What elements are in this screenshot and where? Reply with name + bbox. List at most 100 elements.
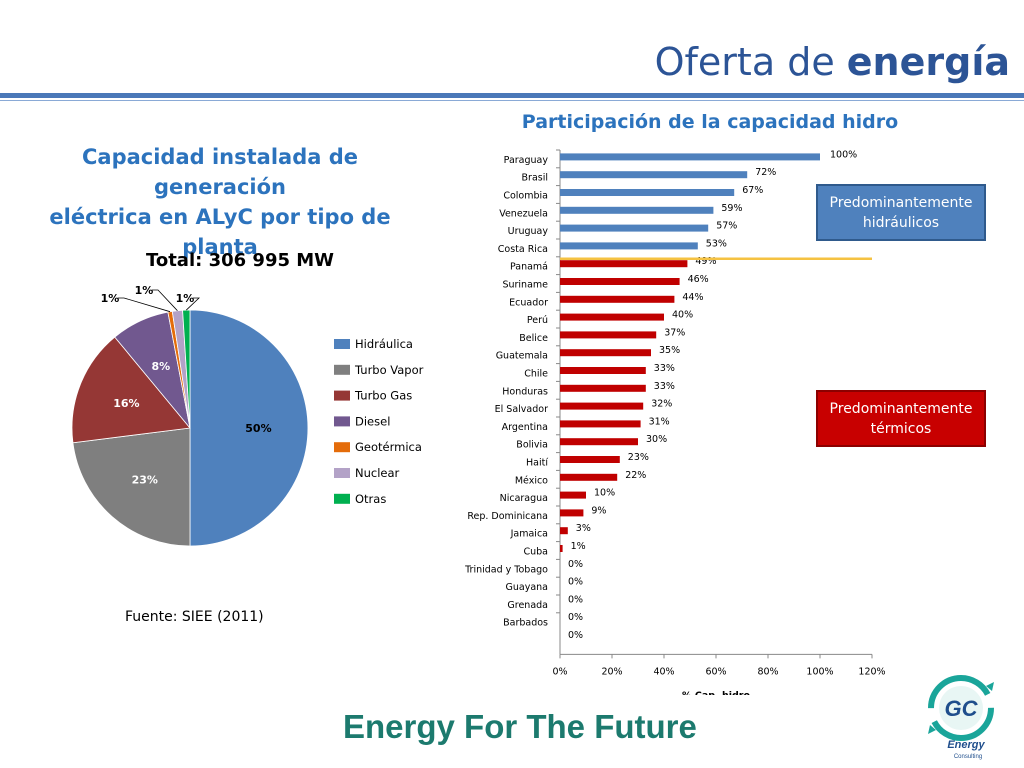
legend-label-1: Hidráulica	[355, 337, 413, 351]
bar-19	[560, 473, 618, 481]
pie-heading-line1: Capacidad instalada de generación	[82, 145, 358, 199]
bar-3	[560, 189, 735, 196]
y-tick-label-2: Brasil	[522, 173, 548, 184]
logo-initials: GC	[945, 696, 979, 721]
legend-label-6: Nuclear	[355, 466, 400, 480]
y-tick-label-6: Costa Rica	[498, 244, 548, 255]
pie-heading-line2: eléctrica en ALyC por tipo de planta	[49, 205, 391, 259]
bar-11	[560, 331, 657, 339]
bar-8	[560, 278, 680, 285]
bar-value-label-18: 23%	[628, 452, 649, 463]
legend-swatch-1	[334, 339, 350, 349]
bar-value-label-3: 67%	[742, 185, 763, 196]
x-tick-label-1: 0%	[552, 666, 567, 677]
legend-swatch-7	[334, 493, 350, 504]
legend-label-4: Diesel	[355, 414, 390, 428]
bar-20	[560, 491, 586, 499]
bar-17	[560, 438, 638, 446]
pie-slice-label-3: 16%	[113, 397, 139, 410]
company-logo: GC Energy Consulting	[928, 675, 994, 760]
bar-21	[560, 509, 584, 517]
title-underline-thin	[0, 100, 1024, 101]
bar-value-label-24: 0%	[568, 559, 583, 570]
bar-1	[560, 153, 820, 161]
bar-value-label-7: 49%	[695, 256, 716, 267]
y-tick-label-23: Cuba	[523, 547, 548, 558]
legend-swatch-5	[334, 442, 350, 453]
source-note: Fuente: SIEE (2011)	[125, 609, 264, 625]
y-tick-label-25: Guayana	[506, 582, 549, 593]
bar-12	[560, 349, 651, 357]
bar-15	[560, 402, 644, 410]
bar-7	[560, 260, 688, 268]
y-tick-label-9: Ecuador	[509, 297, 548, 308]
y-tick-label-16: Argentina	[502, 422, 548, 433]
bar-chart: Paraguay 100% Brasil 72% Colombia 67% Venezuel…	[464, 149, 885, 695]
pie-slice-label-7: 1%	[176, 292, 195, 305]
bar-value-label-8: 46%	[688, 274, 709, 285]
bar-value-label-1: 100%	[830, 149, 857, 160]
tagline: Energy For The Future	[343, 708, 697, 745]
y-tick-label-24: Trinidad y Tobago	[464, 564, 548, 575]
x-tick-label-3: 40%	[653, 666, 674, 677]
bar-value-label-25: 0%	[568, 577, 583, 588]
bar-4	[560, 206, 714, 214]
y-tick-label-15: El Salvador	[495, 404, 548, 415]
y-tick-label-17: Bolivia	[516, 440, 548, 451]
pie-slice-label-6: 1%	[135, 284, 154, 297]
pie-leader-6	[152, 289, 178, 311]
y-tick-label-18: Haití	[526, 458, 548, 469]
x-tick-label-7: 120%	[858, 666, 885, 677]
bar-18	[560, 456, 620, 463]
bar-value-label-13: 33%	[654, 363, 675, 374]
logo-sub: Consulting	[954, 754, 982, 760]
title-normal: Oferta de	[654, 40, 847, 84]
pie-slice-label-1: 50%	[245, 422, 271, 435]
y-tick-label-19: México	[515, 475, 548, 486]
bar-value-label-26: 0%	[568, 594, 583, 605]
pie-slice-label-2: 23%	[132, 473, 158, 486]
legend-swatch-6	[334, 468, 350, 478]
logo-word: Energy	[947, 739, 985, 751]
bar-value-label-2: 72%	[755, 167, 776, 178]
legend-swatch-4	[334, 416, 350, 427]
bar-value-label-5: 57%	[716, 221, 737, 232]
bar-value-label-19: 22%	[625, 470, 646, 481]
pie-slice-1	[189, 309, 309, 547]
bar-9	[560, 295, 675, 303]
bar-value-label-6: 53%	[706, 238, 727, 249]
legend-label-2: Turbo Vapor	[354, 363, 424, 377]
hydro-callout-box: Predominantemente hidráulicos	[816, 184, 986, 241]
y-tick-label-26: Grenada	[507, 600, 548, 611]
y-tick-label-13: Chile	[524, 369, 548, 380]
y-tick-label-4: Venezuela	[499, 208, 548, 219]
legend-label-5: Geotérmica	[355, 440, 422, 454]
y-tick-label-21: Rep. Dominicana	[467, 511, 548, 522]
y-tick-label-5: Uruguay	[508, 226, 549, 237]
title-underline	[0, 93, 1024, 98]
y-tick-label-8: Suriname	[502, 280, 548, 291]
bar-value-label-11: 37%	[664, 327, 685, 338]
y-tick-label-14: Honduras	[502, 386, 548, 397]
bar-value-label-15: 32%	[651, 399, 672, 410]
legend-swatch-3	[334, 390, 350, 401]
bar-16	[560, 420, 641, 428]
bar-value-label-17: 30%	[646, 434, 667, 445]
bar-value-label-4: 59%	[721, 203, 742, 214]
pie-leader-7	[186, 297, 201, 311]
y-tick-label-11: Belice	[519, 333, 548, 344]
bar-6	[560, 242, 698, 250]
bar-extra-label-1: 0%	[568, 630, 583, 641]
bar-value-label-12: 35%	[659, 345, 680, 356]
bar-value-label-23: 1%	[571, 541, 586, 552]
x-tick-label-5: 80%	[757, 666, 778, 677]
bar-5	[560, 224, 709, 232]
bar-10	[560, 313, 664, 321]
bar-value-label-14: 33%	[654, 381, 675, 392]
bar-value-label-21: 9%	[591, 505, 606, 516]
bar-value-label-10: 40%	[672, 310, 693, 321]
title-bold: energía	[846, 40, 1010, 84]
y-tick-label-10: Perú	[527, 315, 548, 326]
bar-value-label-27: 0%	[568, 612, 583, 623]
x-tick-label-4: 60%	[705, 666, 726, 677]
